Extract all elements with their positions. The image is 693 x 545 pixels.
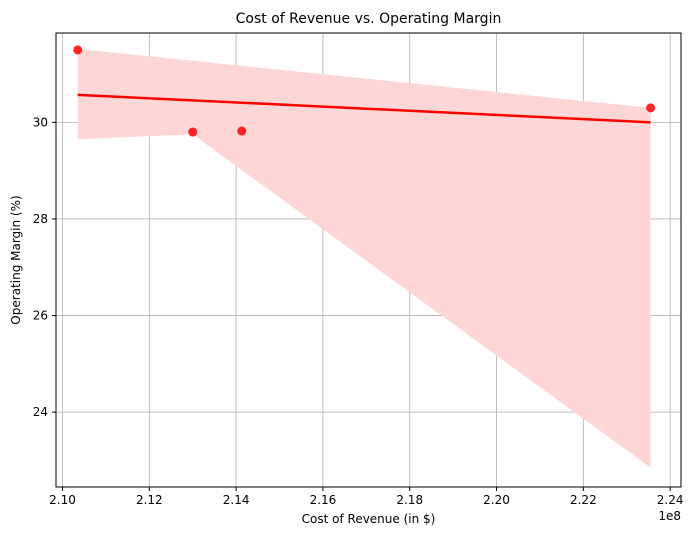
plot-frame bbox=[55, 32, 682, 488]
x-tick-label: 2.20 bbox=[483, 493, 510, 507]
regression-line-path bbox=[77, 93, 651, 124]
data-point bbox=[188, 127, 198, 137]
x-tick-label: 2.10 bbox=[49, 493, 76, 507]
x-axis-label: Cost of Revenue (in $) bbox=[302, 512, 436, 526]
confidence-band bbox=[77, 48, 651, 468]
confidence-band-area bbox=[77, 48, 651, 468]
y-axis-ticks: 24 26 28 30 bbox=[33, 115, 56, 419]
chart-title: Cost of Revenue vs. Operating Margin bbox=[236, 11, 502, 27]
x-tick-label: 2.24 bbox=[657, 493, 684, 507]
x-tick-label: 2.18 bbox=[396, 493, 423, 507]
data-point bbox=[646, 103, 656, 113]
y-tick-label: 26 bbox=[33, 309, 48, 323]
x-axis-ticks: 2.10 2.12 2.14 2.16 2.18 2.20 2.22 2.24 bbox=[49, 487, 684, 507]
x-tick-label: 2.14 bbox=[223, 493, 250, 507]
y-tick-label: 28 bbox=[33, 212, 48, 226]
y-tick-label: 30 bbox=[33, 115, 48, 129]
data-point bbox=[73, 45, 83, 55]
data-point bbox=[237, 126, 247, 136]
x-tick-label: 2.16 bbox=[310, 493, 337, 507]
x-tick-label: 2.12 bbox=[136, 493, 163, 507]
x-axis-offset-label: 1e8 bbox=[658, 509, 681, 523]
y-axis-label: Operating Margin (%) bbox=[9, 195, 23, 324]
data-points bbox=[73, 45, 656, 137]
regression-line bbox=[77, 93, 651, 124]
y-tick-label: 24 bbox=[33, 405, 48, 419]
x-tick-label: 2.22 bbox=[570, 493, 597, 507]
